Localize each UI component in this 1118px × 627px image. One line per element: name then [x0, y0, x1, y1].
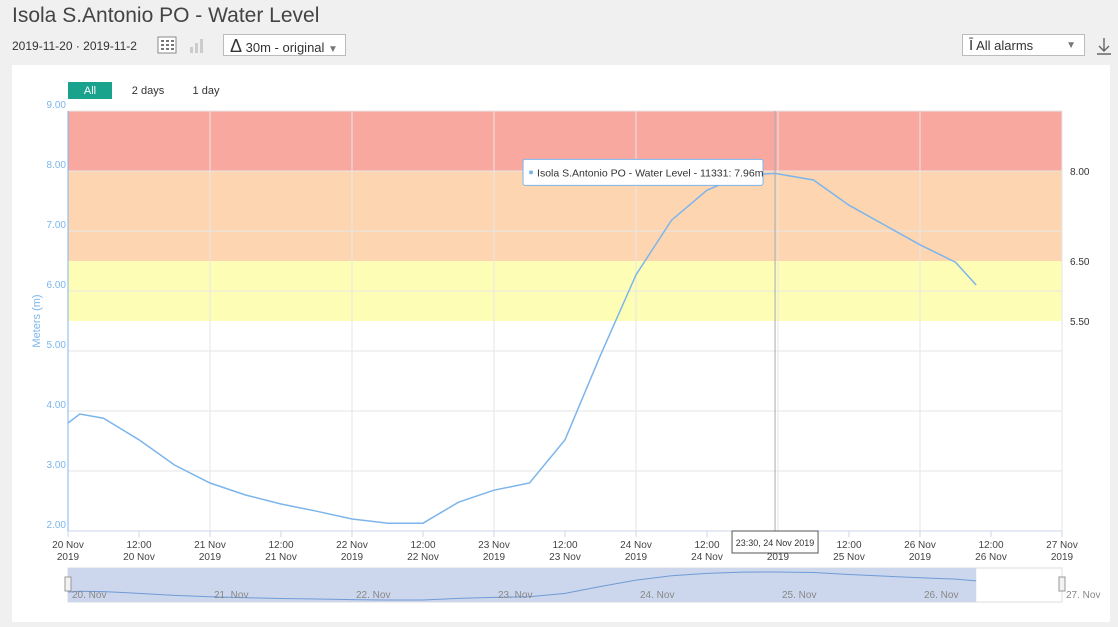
- x-tick-sublabel: 2019: [341, 552, 364, 563]
- navigator-label: 23. Nov: [498, 590, 532, 601]
- chart: All 2 days 1 day 2.00 3.00 4.00 5.00 6.00 7.00 8.…: [31, 82, 1100, 603]
- alarm-select[interactable]: Ī All alarms ▼: [962, 34, 1085, 56]
- range-button[interactable]: All: [84, 85, 96, 97]
- x-tick-sublabel: 22 Nov: [407, 552, 439, 563]
- range-button-active[interactable]: [68, 82, 112, 99]
- interval-text: 30m - original: [245, 40, 325, 55]
- x-tick-label: 12:00: [552, 540, 577, 551]
- alarm-text: All alarms: [976, 38, 1034, 53]
- navigator-label: 25. Nov: [782, 590, 816, 601]
- navigator-label: 26. Nov: [924, 590, 958, 601]
- x-tick-label: 12:00: [836, 540, 861, 551]
- tooltip-box: [522, 158, 764, 186]
- navigator-handle[interactable]: [1058, 576, 1066, 592]
- series-line: [67, 172, 977, 524]
- page-title: Isola S.Antonio PO - Water Level: [12, 4, 320, 27]
- download-icon[interactable]: [1095, 36, 1113, 56]
- x-tick-label: 24 Nov: [620, 540, 652, 551]
- threshold-label: 5.50: [1070, 317, 1090, 328]
- x-tick-sublabel: 2019: [57, 552, 80, 563]
- x-tick-label: 27 Nov: [1046, 540, 1078, 551]
- x-tick-sublabel: 2019: [1051, 552, 1074, 563]
- navigator-line: [67, 571, 977, 601]
- x-tick-label: 26 Nov: [904, 540, 936, 551]
- x-tooltip-text: 23:30, 24 Nov 2019: [736, 538, 815, 548]
- x-tick-sublabel: 25 Nov: [833, 552, 865, 563]
- navigator-label: 24. Nov: [640, 590, 674, 601]
- threshold-label: 6.50: [1070, 257, 1090, 268]
- date-range[interactable]: 2019-11-20 · 2019-11-2: [12, 39, 137, 53]
- x-tick-label: 12:00: [126, 540, 151, 551]
- y-tick-label: 8.00: [47, 160, 67, 171]
- table-icon[interactable]: [157, 36, 177, 54]
- x-tick-label: 12:00: [694, 540, 719, 551]
- x-tooltip-box: [731, 530, 819, 554]
- tooltip-dot: [529, 170, 534, 175]
- navigator-label: 22. Nov: [356, 590, 390, 601]
- x-tick-label: 23 Nov: [478, 540, 510, 551]
- x-tick-sublabel: 21 Nov: [265, 552, 297, 563]
- x-tick-sublabel: 26 Nov: [975, 552, 1007, 563]
- y-tick-label: 5.00: [47, 340, 67, 351]
- x-tick-sublabel: 2019: [483, 552, 506, 563]
- chart-panel: All 2 days 1 day 2.00 3.00 4.00 5.00 6.00 7.00 8.…: [12, 65, 1110, 622]
- threshold-label: 8.00: [1070, 167, 1090, 178]
- alarm-band: [68, 171, 1062, 261]
- interval-select[interactable]: Δ 30m - original ▼: [223, 34, 346, 56]
- x-tick-sublabel: 23 Nov: [549, 552, 581, 563]
- y-tick-label: 9.00: [47, 100, 67, 111]
- range-button[interactable]: 2 days: [132, 85, 165, 97]
- tooltip: Isola S.Antonio PO - Water Level - 11331…: [522, 158, 764, 186]
- navigator-handle[interactable]: [64, 576, 72, 592]
- y-tick-label: 7.00: [47, 220, 67, 231]
- x-tick-label: 22 Nov: [336, 540, 368, 551]
- y-tick-label: 4.00: [47, 400, 67, 411]
- range-button[interactable]: 1 day: [193, 85, 220, 97]
- x-tick-sublabel: 20 Nov: [123, 552, 155, 563]
- x-tick-label: 12:00: [978, 540, 1003, 551]
- x-tick-label: 12:00: [268, 540, 293, 551]
- y-tick-label: 2.00: [47, 520, 67, 531]
- x-tick-label: 20 Nov: [52, 540, 84, 551]
- navigator-label: 20. Nov: [72, 590, 106, 601]
- x-tick-sublabel: 24 Nov: [691, 552, 723, 563]
- tooltip-text: Isola S.Antonio PO - Water Level - 11331…: [537, 167, 764, 179]
- y-tick-label: 6.00: [47, 280, 67, 291]
- y-tick-label: 3.00: [47, 460, 67, 471]
- navigator-label: 21. Nov: [214, 590, 248, 601]
- x-tick-sublabel: 2019: [199, 552, 222, 563]
- x-tick-label: 21 Nov: [194, 540, 226, 551]
- x-tick-sublabel: 2019: [625, 552, 648, 563]
- x-tick-sublabel: 2019: [767, 552, 790, 563]
- y-axis-title: Meters (m): [31, 294, 43, 347]
- x-tick-sublabel: 2019: [909, 552, 932, 563]
- navigator-label: 27. Nov: [1066, 590, 1100, 601]
- x-tick-label: 12:00: [410, 540, 435, 551]
- bar-icon[interactable]: [188, 36, 208, 54]
